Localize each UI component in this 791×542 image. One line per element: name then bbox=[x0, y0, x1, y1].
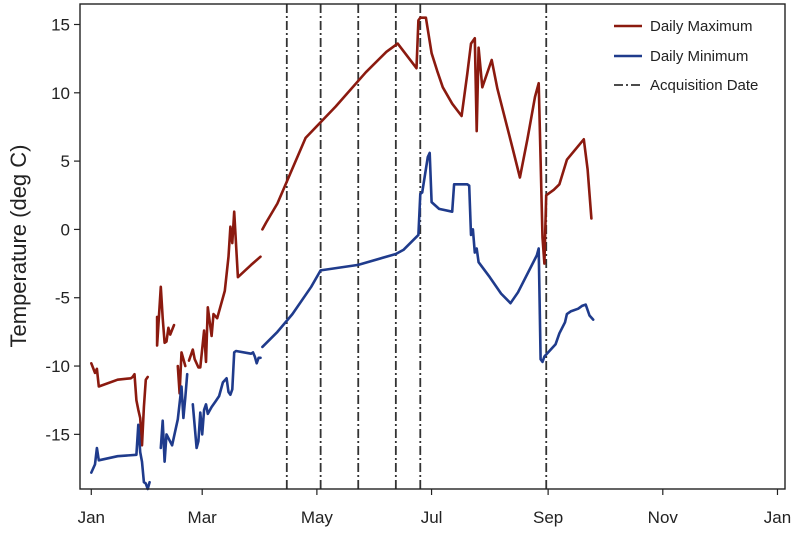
legend-label-daily-minimum: Daily Minimum bbox=[650, 48, 748, 65]
x-tick-label: Jan bbox=[764, 508, 791, 527]
daily-maximum-line-segment-5 bbox=[261, 16, 593, 265]
y-tick-label: -10 bbox=[45, 357, 70, 376]
x-tick-label: Nov bbox=[648, 508, 679, 527]
daily-minimum-line-segment-3 bbox=[191, 349, 262, 450]
y-tick-label: 5 bbox=[61, 152, 70, 171]
daily-minimum-line-segment-2 bbox=[159, 372, 189, 464]
daily-maximum-line-segment-3 bbox=[176, 351, 187, 395]
y-axis-ticks: 15 10 5 0 -5 -10 -15 bbox=[45, 15, 80, 444]
series-group bbox=[90, 16, 595, 491]
y-axis-title: Temperature (deg C) bbox=[6, 145, 31, 348]
legend-label-acquisition-date: Acquisition Date bbox=[650, 77, 758, 94]
legend-label-daily-maximum: Daily Maximum bbox=[650, 18, 753, 35]
legend: Daily Maximum Daily Minimum Acquisition … bbox=[614, 18, 758, 94]
x-tick-label: Jul bbox=[421, 508, 443, 527]
acquisition-lines-group bbox=[285, 4, 548, 489]
x-tick-label: Sep bbox=[533, 508, 563, 527]
x-axis-ticks: Jan Mar May Jul Sep Nov Jan bbox=[78, 489, 791, 527]
x-tick-label: Mar bbox=[188, 508, 218, 527]
daily-maximum-line-segment-4 bbox=[187, 210, 262, 369]
daily-maximum-line-segment-1 bbox=[90, 361, 149, 447]
y-tick-label: 15 bbox=[51, 15, 70, 34]
x-tick-label: Jan bbox=[78, 508, 105, 527]
x-tick-label: May bbox=[301, 508, 334, 527]
y-tick-label: 10 bbox=[51, 84, 70, 103]
daily-minimum-line-segment-1 bbox=[90, 423, 151, 491]
plot-frame bbox=[79, 3, 786, 490]
daily-maximum-line-segment-2 bbox=[155, 285, 176, 347]
y-tick-label: -15 bbox=[45, 425, 70, 444]
y-tick-label: 0 bbox=[61, 220, 70, 239]
y-tick-label: -5 bbox=[55, 289, 70, 308]
daily-minimum-line-segment-4 bbox=[261, 151, 595, 364]
